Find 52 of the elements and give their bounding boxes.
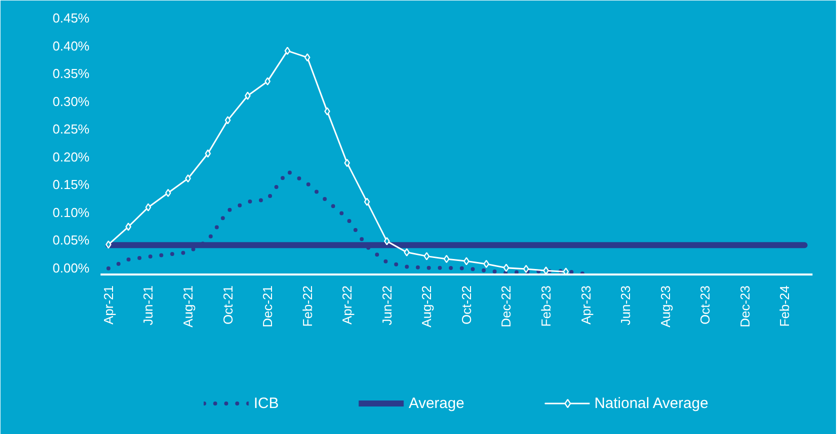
x-tick-label: Jun-23: [618, 286, 634, 326]
y-tick-label: 0.25%: [52, 122, 90, 137]
y-tick-label: 0.00%: [52, 260, 90, 276]
x-tick-label: Oct-23: [698, 285, 713, 325]
point: [304, 53, 310, 62]
point: [424, 252, 430, 260]
y-tick-label: 0.05%: [52, 232, 90, 248]
point: [244, 92, 251, 100]
point: [543, 266, 549, 274]
x-tick-label: Feb-22: [300, 285, 315, 327]
x-tick-label: Oct-21: [220, 285, 236, 325]
point: [483, 260, 490, 268]
point: [384, 237, 390, 246]
x-tick-label: Aug-23: [658, 286, 673, 328]
x-tick-label: Dec-21: [260, 285, 276, 328]
point: [464, 257, 470, 266]
y-tick-label: 0.45%: [52, 10, 90, 26]
x-tick-label: Jun-22: [379, 286, 394, 326]
y-tick-label: 0.35%: [52, 66, 90, 82]
y-tick-label: 0.40%: [52, 38, 90, 54]
point: [364, 198, 370, 206]
x-tick-label: Dec-22: [498, 285, 514, 328]
point: [562, 268, 569, 274]
point: [165, 188, 172, 198]
point: [344, 158, 350, 168]
y-tick-label: 0.15%: [52, 177, 90, 192]
point: [264, 77, 270, 86]
x-tick-label: Oct-22: [458, 285, 474, 325]
point: [125, 222, 132, 231]
point: [324, 107, 330, 116]
legend-label: ICB: [254, 394, 279, 412]
point: [204, 149, 211, 158]
y-tick-label: 0.10%: [52, 204, 90, 220]
point: [503, 264, 510, 272]
x-tick-label: Dec-23: [737, 285, 752, 328]
legend-label: Average: [408, 394, 464, 412]
y-tick-label: 0.30%: [52, 94, 90, 109]
x-tick-label: Jun-21: [140, 286, 156, 326]
x-tick-label: Aug-22: [419, 286, 434, 328]
point: [284, 46, 290, 55]
point: [145, 203, 152, 212]
x-tick-label: Feb-24: [777, 285, 792, 327]
point: [224, 116, 231, 124]
x-tick-label: Apr-22: [340, 285, 355, 325]
x-tick-label: Apr-23: [578, 285, 594, 325]
x-tick-label: Apr-21: [100, 285, 116, 325]
y-tick-label: 0.20%: [52, 149, 90, 164]
legend-label: National Average: [594, 394, 708, 412]
x-tick-label: Aug-21: [180, 286, 196, 328]
point: [404, 248, 410, 256]
x-tick-label: Feb-23: [538, 285, 554, 327]
point: [523, 264, 530, 274]
